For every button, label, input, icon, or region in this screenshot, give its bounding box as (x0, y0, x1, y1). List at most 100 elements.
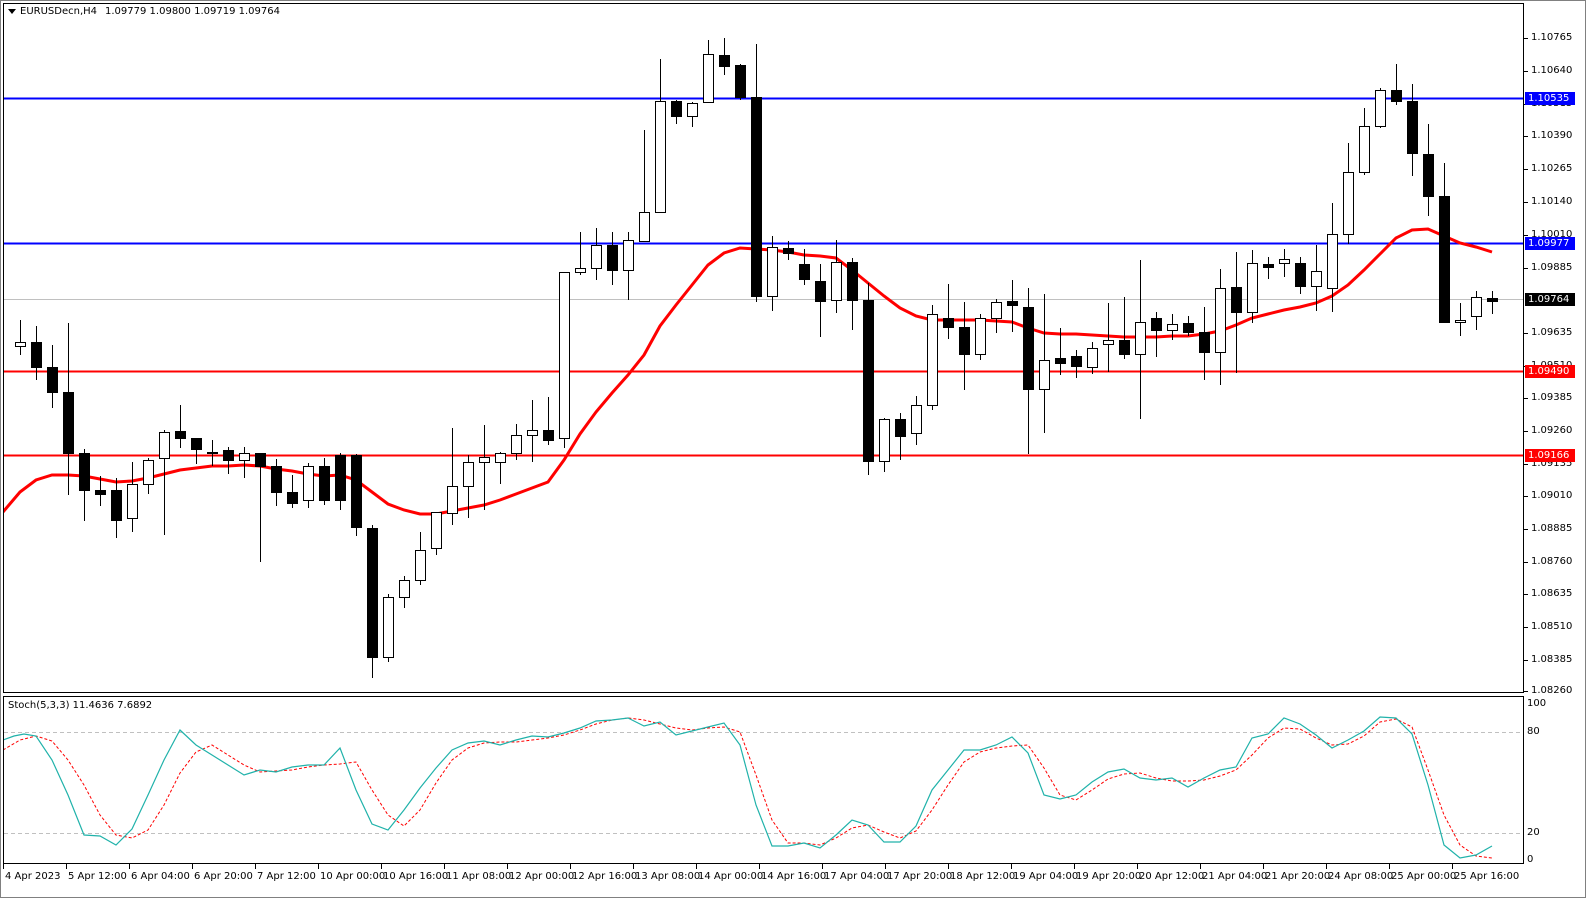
candle (143, 458, 154, 494)
price-label: 1.09135 (1531, 458, 1573, 469)
price-level-badge: 1.09166 (1525, 449, 1575, 462)
time-tick (570, 864, 571, 869)
time-tick (633, 864, 634, 869)
price-tick (1524, 594, 1528, 595)
candle (463, 455, 474, 518)
candle (1023, 288, 1034, 454)
candle (31, 326, 42, 380)
candle (1343, 143, 1354, 244)
price-tick (1524, 691, 1528, 692)
price-tick (1524, 235, 1528, 236)
candle (287, 475, 298, 508)
candle (255, 453, 266, 562)
time-tick (696, 864, 697, 869)
candle (159, 430, 170, 535)
time-tick (444, 864, 445, 869)
symbol-label: EURUSDecn,H4 (20, 6, 98, 17)
candle (863, 283, 874, 475)
candle (1183, 316, 1194, 336)
price-label: 1.08760 (1531, 556, 1573, 567)
candle (47, 345, 58, 408)
time-tick (1074, 864, 1075, 869)
time-label: 11 Apr 08:00 (446, 871, 512, 882)
candle (687, 102, 698, 127)
candle (447, 428, 458, 525)
price-tick (1524, 431, 1528, 432)
price-tick (1524, 627, 1528, 628)
candle (175, 405, 186, 448)
price-tick (1524, 464, 1528, 465)
candle (1279, 249, 1290, 277)
candle (1359, 108, 1370, 175)
price-tick (1524, 268, 1528, 269)
candle (1407, 84, 1418, 176)
candle (415, 532, 426, 585)
price-level-badge: 1.10535 (1525, 92, 1575, 105)
time-label: 7 Apr 12:00 (257, 871, 316, 882)
candle (1167, 314, 1178, 340)
candle (1247, 250, 1258, 323)
candle (767, 236, 778, 311)
candle (1215, 269, 1226, 385)
price-tick (1524, 71, 1528, 72)
time-label: 25 Apr 00:00 (1391, 871, 1457, 882)
time-tick (381, 864, 382, 869)
candle (991, 299, 1002, 333)
candle (575, 232, 586, 275)
price-level-badge: 1.09490 (1525, 365, 1575, 378)
candle (1119, 297, 1130, 359)
price-label: 1.10140 (1531, 196, 1573, 207)
time-tick (1200, 864, 1201, 869)
candle (79, 449, 90, 521)
candle (1055, 328, 1066, 375)
candle (703, 40, 714, 103)
price-label: 1.08385 (1531, 654, 1573, 665)
time-label: 10 Apr 16:00 (383, 871, 449, 882)
candle (607, 232, 618, 285)
time-label: 24 Apr 08:00 (1328, 871, 1394, 882)
time-tick (192, 864, 193, 869)
time-tick (1389, 864, 1390, 869)
price-label: 1.10265 (1531, 163, 1573, 174)
stochastic-level-label: 80 (1527, 726, 1540, 737)
candle (1007, 280, 1018, 332)
price-label: 1.10765 (1531, 32, 1573, 43)
candle (671, 100, 682, 124)
time-label: 17 Apr 04:00 (824, 871, 890, 882)
candle (1375, 88, 1386, 128)
time-label: 12 Apr 16:00 (572, 871, 638, 882)
candle (895, 413, 906, 460)
candle (1135, 260, 1146, 419)
time-label: 17 Apr 20:00 (887, 871, 953, 882)
stochastic-level-label: 20 (1527, 827, 1540, 838)
candle (239, 447, 250, 478)
price-label: 1.09010 (1531, 490, 1573, 501)
candle (303, 463, 314, 508)
ohlc-values: 1.09779 1.09800 1.09719 1.09764 (105, 6, 280, 17)
time-tick (1452, 864, 1453, 869)
price-tick (1524, 562, 1528, 563)
price-label: 1.08885 (1531, 523, 1573, 534)
candle (639, 130, 650, 242)
candle (1423, 124, 1434, 216)
candle (815, 264, 826, 337)
candle (527, 400, 538, 462)
chart-header: EURUSDecn,H4 1.09779 1.09800 1.09719 1.0… (8, 6, 280, 17)
candle (799, 249, 810, 285)
time-tick (255, 864, 256, 869)
stochastic-plot (4, 716, 1523, 859)
dropdown-triangle-icon[interactable] (8, 9, 16, 14)
price-chart-panel[interactable] (3, 3, 1524, 693)
price-tick (1524, 38, 1528, 39)
price-label: 1.08260 (1531, 685, 1573, 696)
candle (847, 258, 858, 330)
price-tick (1524, 496, 1528, 497)
time-label: 25 Apr 16:00 (1454, 871, 1520, 882)
time-label: 6 Apr 04:00 (131, 871, 190, 882)
candle (559, 272, 570, 448)
candle (399, 576, 410, 608)
candle (1295, 257, 1306, 294)
stochastic-panel[interactable] (3, 696, 1524, 864)
candle (1487, 291, 1498, 314)
